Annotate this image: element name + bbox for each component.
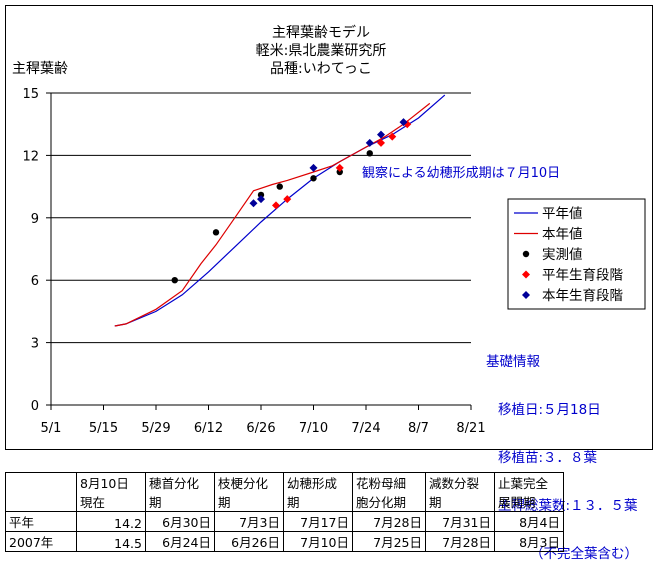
header-cell-1: 8月10日 現在 [76, 472, 146, 512]
y-tick-label: 9 [31, 212, 39, 227]
data-point [365, 138, 374, 147]
info-heading: 基礎情報 [486, 354, 540, 370]
table-cell: 8月3日 [494, 531, 564, 552]
table-row: 平年 14.2 6月30日 7月3日 7月17日 7月28日 7月31日 8月4… [5, 511, 564, 532]
stage-table: 8月10日 現在 穂首分化期 枝梗分化期 幼穂形成期 花粉母細 胞分化期 減数分裂期… [5, 472, 564, 552]
legend-swatch [522, 270, 530, 279]
legend-label: 平年生育段階 [542, 268, 623, 284]
data-point [257, 195, 265, 204]
chart-frame [5, 5, 653, 450]
y-axis-label: 主稈葉齢 [12, 61, 68, 77]
row-label: 2007年 [5, 531, 77, 552]
table-cell: 6月30日 [145, 511, 215, 532]
chart-title: 主稈葉齢モデル 軽米:県北農業研究所 品種:いわてっこ [256, 24, 387, 77]
data-point [377, 138, 385, 147]
y-tick-label: 15 [22, 87, 39, 102]
data-point [249, 199, 258, 208]
header-cell-4: 幼穂形成期 [283, 472, 353, 512]
series-line-0 [114, 94, 446, 327]
data-point [335, 163, 344, 172]
table-cell: 7月31日 [425, 511, 495, 532]
data-point [309, 163, 318, 172]
legend-box [507, 198, 646, 310]
data-point [171, 277, 178, 284]
y-tick-label: 6 [31, 274, 39, 289]
table-header-row: 8月10日 現在 穂首分化期 枝梗分化期 幼穂形成期 花粉母細 胞分化期 減数分裂期… [5, 472, 564, 512]
data-point [276, 183, 283, 190]
row-label: 平年 [5, 511, 77, 532]
info-transplant-date: 移植日:５月18日 [498, 402, 601, 418]
plot-area: 0 3 6 9 12 15 5/1 5/15 5/29 6/12 6/26 7/10 7/24 8/7 8/… [22, 87, 485, 436]
x-tick-label: 8/7 [408, 421, 429, 436]
table-row: 2007年 14.5 6月24日 6月26日 7月10日 7月25日 7月28日… [5, 531, 564, 552]
data-point [283, 195, 292, 204]
header-cell-5: 花粉母細 胞分化期 [352, 472, 426, 512]
header-cell-0 [5, 472, 77, 512]
y-tick-label: 3 [31, 337, 39, 352]
table-cell: 7月10日 [283, 531, 353, 552]
y-tick-label: 12 [22, 149, 39, 164]
table-cell: 6月24日 [145, 531, 215, 552]
table-cell: 8月4日 [494, 511, 564, 532]
x-tick-label: 5/1 [41, 421, 62, 436]
table-cell: 14.2 [76, 511, 146, 532]
leaf-age-chart: 主稈葉齢モデル 軽米:県北農業研究所 品種:いわてっこ 主稈葉齢 0 3 6 9 12 1… [12, 24, 646, 436]
data-point [310, 175, 317, 182]
table-cell: 14.5 [76, 531, 146, 552]
header-cell-7: 止葉完全 展開期 [494, 472, 564, 512]
annotation-panicle: 観察による幼穂形成期は７月10日 [362, 166, 560, 181]
legend-label: 平年値 [542, 206, 583, 222]
header-cell-6: 減数分裂期 [425, 472, 495, 512]
legend-swatch [522, 291, 530, 299]
x-tick-label: 6/26 [246, 421, 275, 436]
data-point [212, 229, 220, 236]
legend-swatch [522, 250, 530, 258]
table-cell: 7月25日 [352, 531, 426, 552]
data-point [257, 191, 265, 199]
info-seedling: 移植苗:３．８葉 [498, 450, 598, 466]
x-tick-label: 8/21 [456, 421, 485, 436]
header-cell-3: 枝梗分化期 [214, 472, 284, 512]
table-cell: 7月3日 [214, 511, 284, 532]
data-point [366, 150, 373, 157]
x-tick-label: 6/12 [194, 421, 223, 436]
table-cell: 7月28日 [425, 531, 495, 552]
data-point [399, 118, 408, 127]
data-point [388, 132, 397, 141]
x-tick-label: 5/15 [89, 421, 118, 436]
legend-label: 実測値 [542, 247, 583, 263]
title-line-3: 品種:いわてっこ [270, 61, 372, 77]
data-point [377, 130, 385, 139]
x-tick-label: 7/24 [351, 421, 380, 436]
data-point [272, 201, 280, 210]
legend-label: 本年値 [542, 227, 583, 243]
y-tick-label: 0 [31, 399, 39, 414]
x-tick-label: 5/29 [141, 421, 170, 436]
table-cell: 7月28日 [352, 511, 426, 532]
x-tick-label: 7/10 [299, 421, 328, 436]
table-cell: 7月17日 [283, 511, 353, 532]
legend-label: 本年生育段階 [542, 288, 623, 304]
table-cell: 6月26日 [214, 531, 284, 552]
data-point [336, 168, 343, 176]
title-line-2: 軽米:県北農業研究所 [256, 43, 387, 59]
title-line-1: 主稈葉齢モデル [272, 24, 370, 41]
header-cell-2: 穂首分化期 [145, 472, 215, 512]
